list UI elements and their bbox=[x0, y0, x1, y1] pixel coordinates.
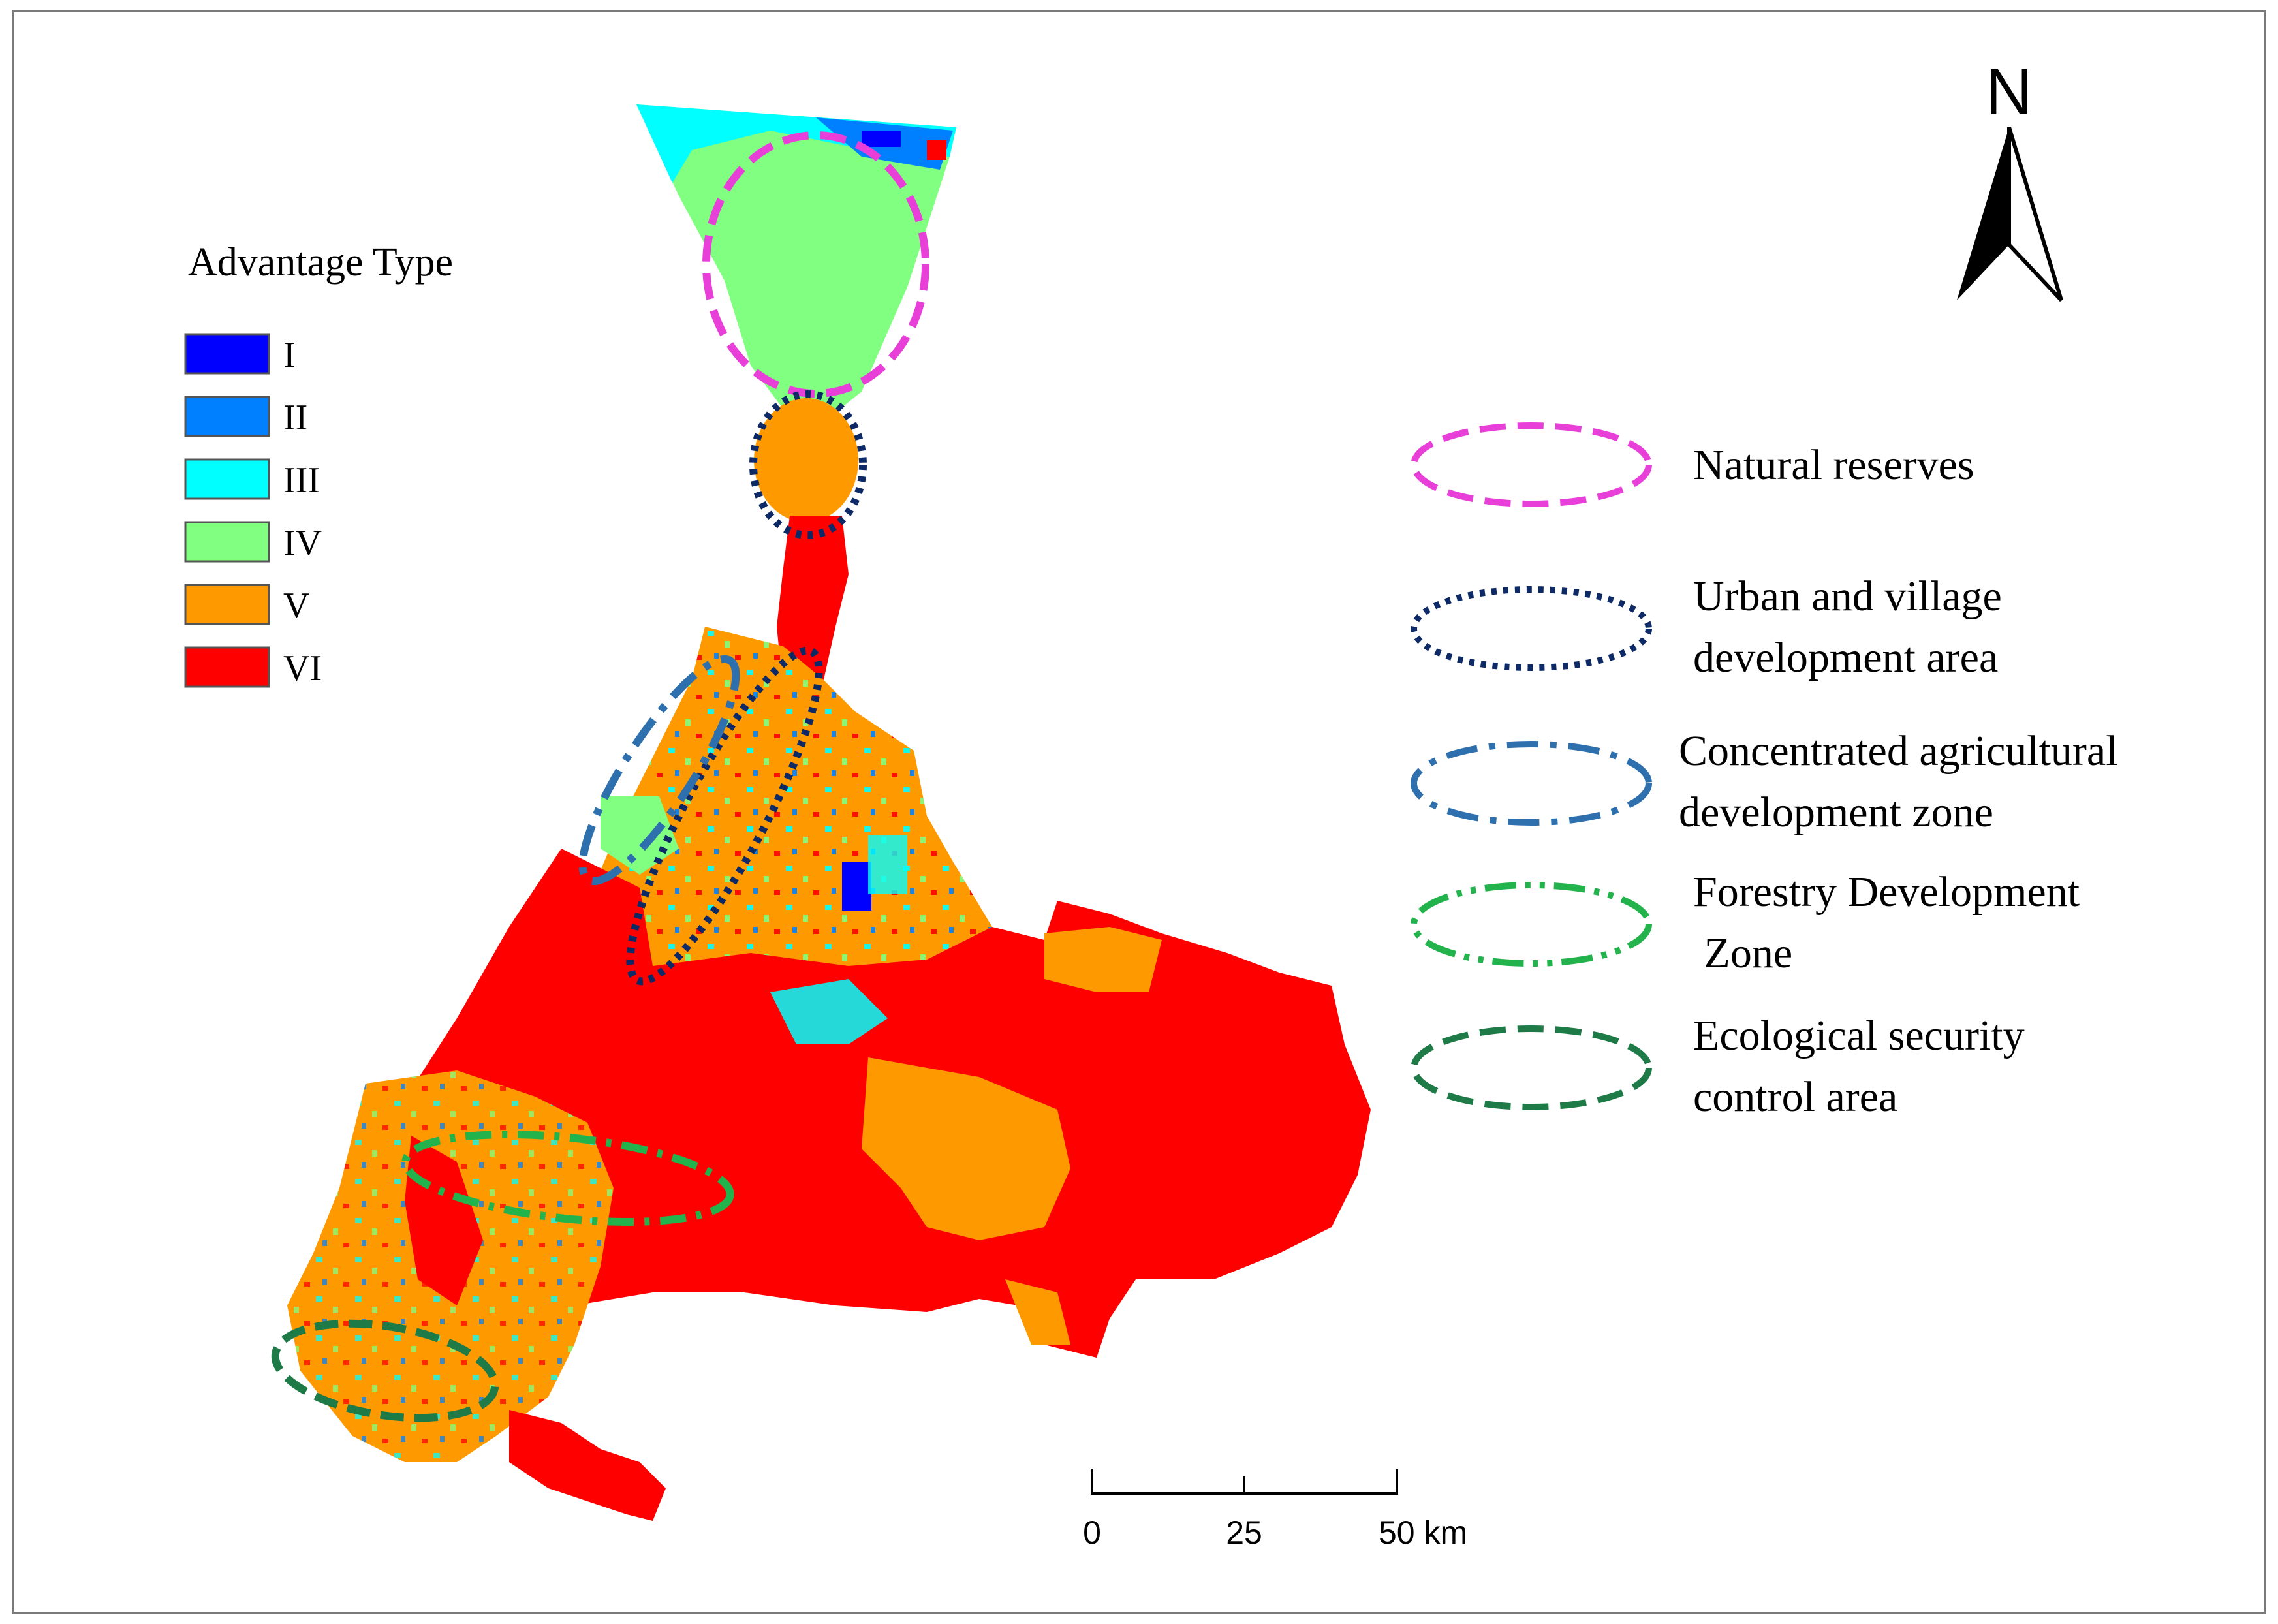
raster-east-green bbox=[770, 979, 888, 1044]
legend-swatch-1 bbox=[184, 333, 270, 375]
scale-label-50: 50 km bbox=[1379, 1514, 1467, 1551]
zone-label-1-line-1: Natural reserves bbox=[1693, 441, 1974, 489]
raster-southwest-stripe bbox=[405, 1136, 483, 1305]
raster-middle-speckle bbox=[561, 627, 992, 1044]
legend-swatch-6 bbox=[184, 646, 270, 688]
urban-area-outline-north bbox=[749, 390, 867, 539]
ecological-area-outline bbox=[271, 1319, 499, 1422]
forestry-zone-outline bbox=[401, 1131, 734, 1226]
legend-label-5: V bbox=[283, 586, 309, 626]
raster-mid-green bbox=[601, 796, 679, 875]
legend-label-2: II bbox=[283, 398, 307, 438]
urban-area-outline-middle bbox=[626, 646, 823, 986]
zone-label-3-line-2: development zone bbox=[1679, 789, 1993, 836]
zone-label-5-line-2: control area bbox=[1693, 1073, 1897, 1121]
zone-label-5-line-1: Ecological security bbox=[1693, 1012, 2025, 1059]
raster-urban-node bbox=[754, 398, 858, 522]
scale-label-0: 0 bbox=[1083, 1514, 1101, 1551]
raster-neck bbox=[777, 516, 849, 692]
raster-southeast-orange bbox=[862, 1057, 1070, 1240]
scale-bar: 0 25 50 km bbox=[1083, 1469, 1467, 1551]
raster-southeast-orange-3 bbox=[1005, 1279, 1070, 1345]
agricultural-zone-outline bbox=[578, 655, 740, 886]
legend-title: Advantage Type bbox=[188, 240, 453, 285]
zone-legend: Natural reserves Urban and village develop… bbox=[1411, 422, 2118, 1121]
north-arrow-icon-right bbox=[2007, 127, 2063, 302]
zone-symbol-3 bbox=[1411, 741, 1652, 826]
natural-reserve-outline bbox=[702, 131, 929, 398]
legend-swatch-4 bbox=[184, 521, 270, 563]
raster-tail bbox=[509, 1410, 666, 1521]
raster-region-north bbox=[636, 104, 956, 418]
zone-label-4-line-2: Zone bbox=[1693, 929, 1792, 977]
zone-symbol-5 bbox=[1411, 1025, 1652, 1110]
raster-southeast-orange-2 bbox=[1044, 927, 1162, 992]
legend-label-4: IV bbox=[283, 523, 322, 563]
zone-label-3-line-1: Concentrated agricultural bbox=[1679, 727, 2118, 775]
zone-label-2-line-2: development area bbox=[1693, 634, 1998, 681]
study-area-raster bbox=[287, 104, 1371, 1521]
legend-swatch-5 bbox=[184, 584, 270, 625]
scale-label-25: 25 bbox=[1226, 1514, 1262, 1551]
legend-label-3: III bbox=[283, 460, 320, 501]
legend-swatch-2 bbox=[184, 396, 270, 437]
north-label: N bbox=[1986, 55, 2033, 129]
legend-label-1: I bbox=[283, 335, 296, 375]
legend-swatch-3 bbox=[184, 458, 270, 500]
zone-symbol-1 bbox=[1411, 422, 1652, 507]
zone-symbol-4 bbox=[1411, 882, 1652, 967]
zone-symbol-2 bbox=[1411, 586, 1652, 671]
legend-label-6: VI bbox=[283, 648, 322, 689]
zone-label-2-line-1: Urban and village bbox=[1693, 572, 2002, 620]
zone-label-4-line-1: Forestry Development bbox=[1693, 868, 2080, 916]
north-arrow: N bbox=[1957, 55, 2063, 302]
north-arrow-icon-left bbox=[1957, 127, 2009, 300]
